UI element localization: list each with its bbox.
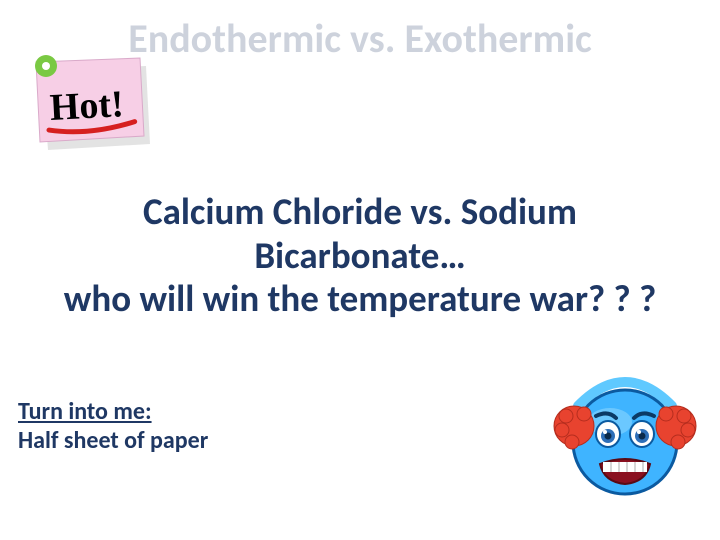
turn-in-line-2: Half sheet of paper <box>18 426 208 455</box>
main-heading: Calcium Chloride vs. Sodium Bicarbonate…… <box>0 190 720 321</box>
svg-text:Hot!: Hot! <box>49 83 125 129</box>
cold-face-emoji <box>550 360 700 510</box>
main-line-1: Calcium Chloride vs. Sodium <box>143 189 577 234</box>
turn-in-note: Turn into me: Half sheet of paper <box>18 398 208 456</box>
main-line-2: Bicarbonate… <box>254 233 465 278</box>
hot-sticky-icon: Hot! <box>18 40 158 160</box>
main-line-3: who will win the temperature war? ? ? <box>64 276 656 321</box>
hot-sticky-note: Hot! <box>18 40 158 160</box>
turn-in-line-1: Turn into me: <box>18 397 152 426</box>
cold-face-icon <box>550 360 700 510</box>
